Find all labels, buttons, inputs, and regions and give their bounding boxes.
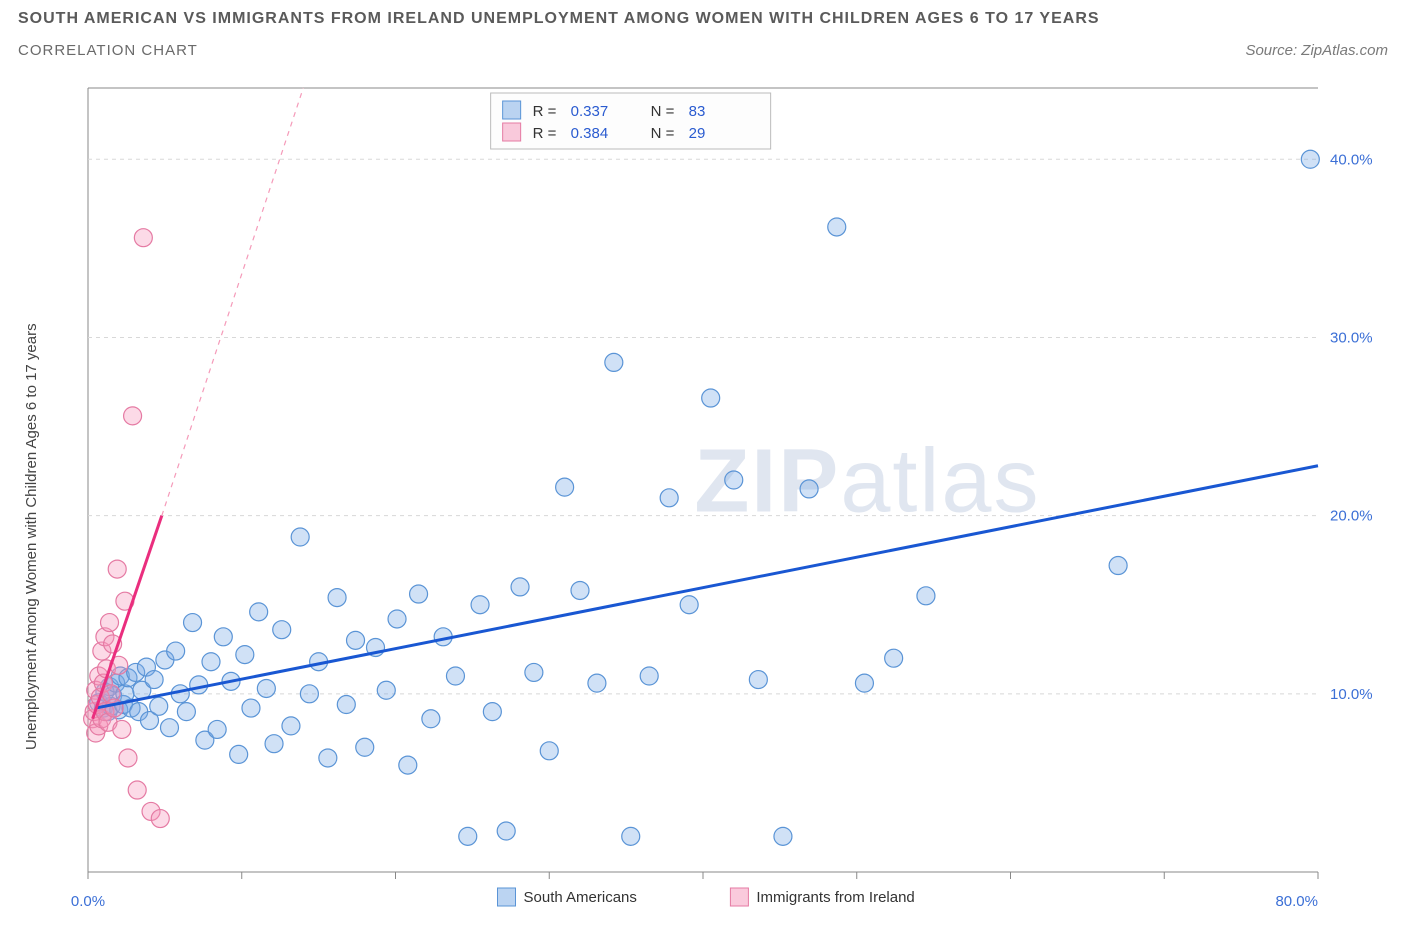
- svg-text:R =: R =: [533, 103, 557, 120]
- svg-text:40.0%: 40.0%: [1330, 151, 1373, 168]
- svg-text:0.0%: 0.0%: [71, 893, 105, 910]
- svg-text:29: 29: [689, 125, 706, 142]
- svg-text:0.337: 0.337: [571, 103, 609, 120]
- svg-text:N =: N =: [651, 125, 675, 142]
- source-text: Source: ZipAtlas.com: [1245, 42, 1388, 59]
- svg-text:ZIPatlas: ZIPatlas: [694, 432, 1040, 532]
- svg-text:80.0%: 80.0%: [1275, 893, 1318, 910]
- svg-text:Immigrants from Ireland: Immigrants from Ireland: [756, 889, 914, 906]
- svg-text:30.0%: 30.0%: [1330, 329, 1373, 346]
- svg-text:20.0%: 20.0%: [1330, 508, 1373, 525]
- svg-text:0.384: 0.384: [571, 125, 609, 142]
- svg-text:83: 83: [689, 103, 706, 120]
- svg-text:N =: N =: [651, 103, 675, 120]
- svg-text:Unemployment Among Women with: Unemployment Among Women with Children A…: [23, 323, 40, 750]
- chart-title: SOUTH AMERICAN VS IMMIGRANTS FROM IRELAN…: [18, 10, 1388, 28]
- svg-text:South Americans: South Americans: [524, 889, 637, 906]
- chart-subtitle: CORRELATION CHART: [18, 42, 198, 59]
- chart-area: 10.0% 20.0% 30.0% 40.0% 0.0% 80.0% ZIPatlas R =…: [18, 78, 1388, 912]
- scatter-chart: 10.0% 20.0% 30.0% 40.0% 0.0% 80.0% ZIPatlas R =…: [18, 78, 1388, 912]
- svg-text:10.0%: 10.0%: [1330, 686, 1373, 703]
- svg-text:R =: R =: [533, 125, 557, 142]
